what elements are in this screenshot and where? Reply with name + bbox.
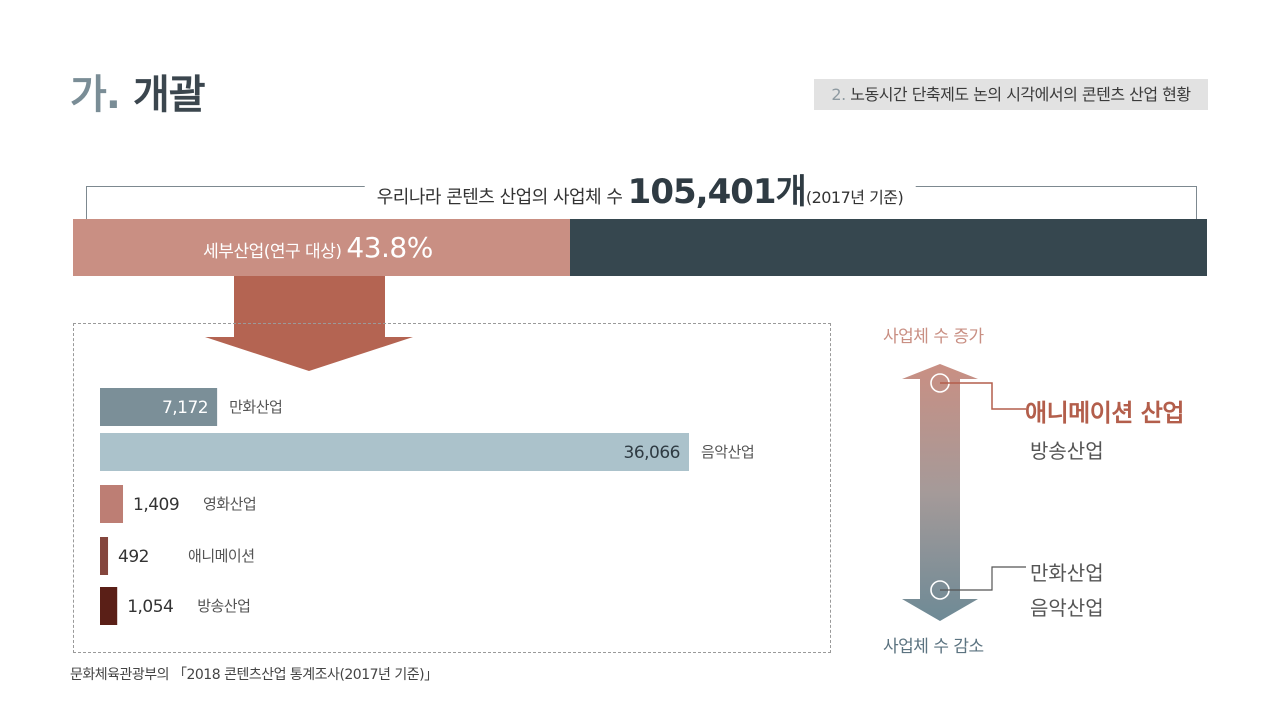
total-lead-text: 우리나라 콘텐츠 산업의 사업체 수 — [376, 187, 628, 208]
bar-category-label-3: 영화산업 — [203, 495, 256, 513]
chart-panel — [73, 323, 831, 653]
section-text: 노동시간 단축제도 논의 시각에서의 콘텐츠 산업 현황 — [850, 85, 1191, 104]
decrease-industry-2: 음악산업 — [1030, 596, 1104, 620]
bar-value-label-5: 1,054 — [127, 597, 173, 617]
title-main: 개괄 — [132, 72, 206, 118]
segment-percent: 43.8% — [346, 231, 433, 264]
bar-1 — [100, 388, 218, 426]
increase-industry-sub: 방송산업 — [1030, 439, 1104, 463]
increase-axis-label: 사업체 수 증가 — [883, 327, 984, 347]
bar-value-label-1: 7,172 — [162, 398, 208, 418]
bar-category-label-1: 만화산업 — [229, 398, 282, 416]
source-note: 문화체육관광부의 「2018 콘텐츠산업 통계조사(2017년 기준)」 — [70, 667, 438, 683]
increase-industry-main: 애니메이션 산업 — [1025, 399, 1184, 427]
bar-value-label-2: 36,066 — [624, 443, 680, 463]
bar-category-label-2: 음악산업 — [701, 443, 754, 461]
bar-value-label-3: 1,409 — [133, 495, 179, 515]
bar-5 — [100, 587, 118, 625]
bar-value-label-4: 492 — [118, 547, 149, 567]
bar-3 — [100, 485, 124, 523]
total-headline: 우리나라 콘텐츠 산업의 사업체 수 105,401개(2017년 기준) — [364, 164, 916, 213]
total-count: 105,401개 — [627, 172, 807, 212]
section-tag: 2. 노동시간 단축제도 논의 시각에서의 콘텐츠 산업 현황 — [814, 79, 1208, 110]
decrease-industry-1: 만화산업 — [1030, 561, 1104, 585]
title-prefix: 가. — [70, 72, 121, 118]
section-number: 2. — [831, 85, 846, 104]
page-title: 가. 개괄 — [70, 62, 206, 120]
bar-category-label-5: 방송산업 — [197, 597, 250, 615]
bar-4 — [100, 537, 109, 575]
bar-category-label-4: 애니메이션 — [188, 547, 255, 565]
trend-arrow-icon — [902, 364, 1026, 621]
research-segment-bar — [73, 219, 570, 276]
segment-label-text: 세부산업(연구 대상) — [203, 242, 347, 262]
decrease-axis-label: 사업체 수 감소 — [883, 637, 984, 657]
total-basis: (2017년 기준) — [805, 188, 904, 207]
industry-bar-chart: 7,172 만화산업 36,066 음악산업 1,409 영화산업 492 애니메이션 1,05… — [100, 388, 755, 625]
bar-2 — [100, 433, 689, 471]
research-segment-label: 세부산업(연구 대상) 43.8% — [73, 219, 563, 276]
